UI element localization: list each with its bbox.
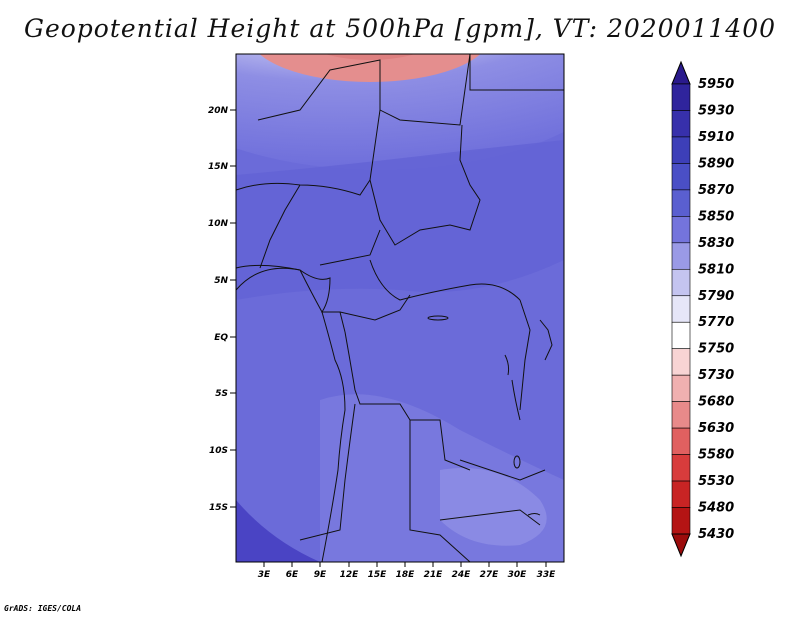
colorbar-label: 5480 [698,501,734,516]
lon-tick-label: 15E [368,570,388,580]
colorbar-label: 5630 [698,421,734,436]
colorbar-segment [671,401,691,429]
coastline [236,264,553,562]
credit-footer: GrADS: IGES/COLA [4,604,82,613]
map-frame [235,53,565,563]
lat-tick-label: 10N [208,219,229,229]
colorbar-label: 5870 [698,183,734,198]
colorbar-label: 5830 [698,236,734,251]
colorbar-label: 5850 [698,209,734,224]
colorbar-label: 5530 [698,474,734,489]
lat-tick-label: 15S [209,503,228,513]
lon-tick-label: 9E [314,570,327,580]
colorbar-segment [671,216,691,244]
lat-tick-label: 10S [209,446,228,456]
lon-tick-label: 21E [424,570,444,580]
colorbar-segment [671,189,691,217]
lon-tick-label: 3E [258,570,271,580]
lon-tick-label: 33E [537,570,557,580]
lon-tick-label: 12E [340,570,360,580]
colorbar-segment [671,295,691,323]
colorbar-label: 5580 [698,448,734,463]
colorbar-label: 5770 [698,315,734,330]
colorbar-label: 5680 [698,395,734,410]
colorbar: 5950 5930 5910 5890 5870 5850 5830 5810 5790 5770… [671,60,734,558]
colorbar-segment [671,136,691,164]
lat-tick-label: 20N [208,106,229,116]
colorbar-label: 5730 [698,368,734,383]
colorbar-segment [671,507,691,535]
colorbar-segment [671,83,691,111]
colorbar-segment [671,163,691,191]
colorbar-segment [671,110,691,138]
chart-title: Geopotential Height at 500hPa [gpm], VT:… [23,14,777,43]
colorbar-top-arrow [671,60,691,85]
colorbar-segment [671,242,691,270]
colorbar-segment [671,427,691,455]
lon-tick-label: 18E [396,570,416,580]
height-field [236,54,564,562]
colorbar-segment [671,268,691,297]
colorbar-label: 5430 [698,527,734,542]
lat-tick-label: 15N [208,162,229,172]
colorbar-label: 5950 [698,77,734,92]
longitude-axis: 3E 6E 9E 12E 15E 18E 21E 24E 27E 30E 33E [258,562,556,580]
colorbar-label: 5810 [698,262,734,277]
lon-tick-label: 6E [286,570,299,580]
colorbar-segment [671,374,691,402]
lon-tick-label: 27E [480,570,500,580]
latitude-axis: 20N 15N 10N 5N EQ 5S 10S 15S [208,106,236,513]
lon-tick-label: 24E [452,570,472,580]
colorbar-segment [671,454,691,482]
lat-tick-label: EQ [214,333,228,343]
country-borders [236,54,564,562]
lat-tick-label: 5N [214,276,228,286]
colorbar-label: 5750 [698,342,734,357]
colorbar-label: 5910 [698,130,734,145]
colorbar-segment [671,348,691,376]
lat-tick-label: 5S [215,389,228,399]
lon-tick-label: 30E [508,570,528,580]
colorbar-segment [671,321,691,350]
colorbar-bottom-arrow [671,533,691,558]
colorbar-label: 5930 [698,103,734,118]
colorbar-segment [671,480,691,508]
colorbar-label: 5890 [698,156,734,171]
colorbar-label: 5790 [698,289,734,304]
